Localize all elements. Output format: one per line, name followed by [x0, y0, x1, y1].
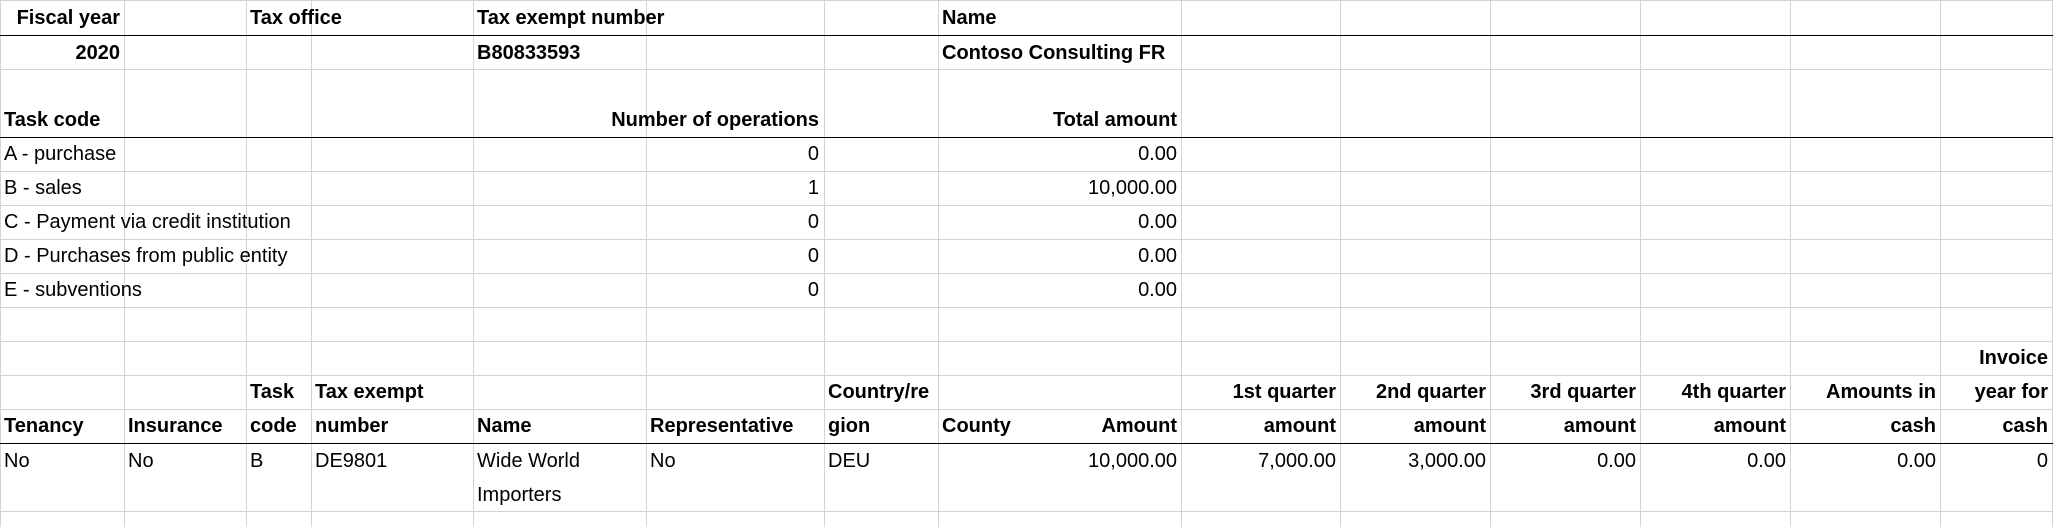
col-q3-2: amount — [1563, 415, 1636, 437]
ops-a[interactable]: 0 — [807, 143, 819, 165]
col-q2-1: 2nd quarter — [1375, 381, 1486, 403]
cell-representative[interactable]: No — [650, 450, 676, 472]
task-code-a[interactable]: A - purchase — [4, 143, 117, 165]
ops-b[interactable]: 1 — [807, 177, 819, 199]
col-tax-exempt-1: Tax exempt — [315, 381, 424, 403]
task-code-label: Task code — [4, 109, 101, 131]
tax-exempt-label: Tax exempt number — [477, 7, 665, 29]
col-cash-1: Amounts in — [1826, 381, 1936, 403]
task-code-b[interactable]: B - sales — [4, 177, 82, 199]
cell-q2[interactable]: 3,000.00 — [1408, 450, 1486, 472]
col-q4-1: 4th quarter — [1681, 381, 1786, 403]
col-q1-2: amount — [1263, 415, 1336, 437]
total-label: Total amount — [1052, 109, 1177, 131]
tax-exempt-value[interactable]: B80833593 — [477, 42, 581, 64]
col-q4-2: amount — [1713, 415, 1786, 437]
col-inv-3: cash — [2002, 415, 2048, 437]
col-insurance: Insurance — [128, 415, 223, 437]
total-c[interactable]: 0.00 — [1138, 211, 1177, 233]
col-inv-2: year for — [1974, 381, 2048, 403]
name-value[interactable]: Contoso Consulting FR — [942, 42, 1166, 64]
col-cash-2: cash — [1890, 415, 1936, 437]
col-tax-exempt-2: number — [315, 415, 389, 437]
cell-country[interactable]: DEU — [828, 450, 871, 472]
task-code-d[interactable]: D - Purchases from public entity — [4, 245, 288, 267]
col-q3-1: 3rd quarter — [1530, 381, 1636, 403]
col-q1-1: 1st quarter — [1232, 381, 1336, 403]
col-q2-2: amount — [1413, 415, 1486, 437]
col-task-code-1: Task — [250, 381, 295, 403]
col-amount: Amount — [1101, 415, 1177, 437]
cell-name-1[interactable]: Wide World — [477, 450, 580, 472]
cell-inv-year[interactable]: 0 — [2036, 450, 2048, 472]
ops-e[interactable]: 0 — [807, 279, 819, 301]
ops-c[interactable]: 0 — [807, 211, 819, 233]
cell-amount[interactable]: 10,000.00 — [1088, 450, 1177, 472]
cell-q4[interactable]: 0.00 — [1747, 450, 1786, 472]
cell-tenancy[interactable]: No — [4, 450, 30, 472]
cell-task-code[interactable]: B — [250, 450, 264, 472]
col-county: County — [942, 415, 1011, 437]
cell-name-2[interactable]: Importers — [477, 484, 562, 506]
col-task-code-2: code — [250, 415, 297, 437]
cell-cash[interactable]: 0.00 — [1897, 450, 1936, 472]
fiscal-year-label: Fiscal year — [16, 7, 120, 29]
col-country-1: Country/re — [828, 381, 930, 403]
col-tenancy: Tenancy — [4, 415, 84, 437]
cell-q1[interactable]: 7,000.00 — [1258, 450, 1336, 472]
col-representative: Representative — [650, 415, 794, 437]
cell-tax-exempt[interactable]: DE9801 — [315, 450, 388, 472]
task-code-e[interactable]: E - subventions — [4, 279, 142, 301]
ops-label: Number of operations — [611, 109, 819, 131]
tax-office-label: Tax office — [250, 7, 342, 29]
cell-q3[interactable]: 0.00 — [1597, 450, 1636, 472]
total-a[interactable]: 0.00 — [1138, 143, 1177, 165]
fiscal-year-value[interactable]: 2020 — [75, 42, 121, 64]
task-code-c[interactable]: C - Payment via credit institution — [4, 211, 291, 233]
name-label: Name — [942, 7, 997, 29]
ops-d[interactable]: 0 — [807, 245, 819, 267]
col-inv-1: Invoice — [1979, 347, 2048, 369]
col-country-2: gion — [828, 415, 871, 437]
col-name: Name — [477, 415, 532, 437]
total-e[interactable]: 0.00 — [1138, 279, 1177, 301]
cell-insurance[interactable]: No — [128, 450, 154, 472]
total-d[interactable]: 0.00 — [1138, 245, 1177, 267]
total-b[interactable]: 10,000.00 — [1088, 177, 1177, 199]
